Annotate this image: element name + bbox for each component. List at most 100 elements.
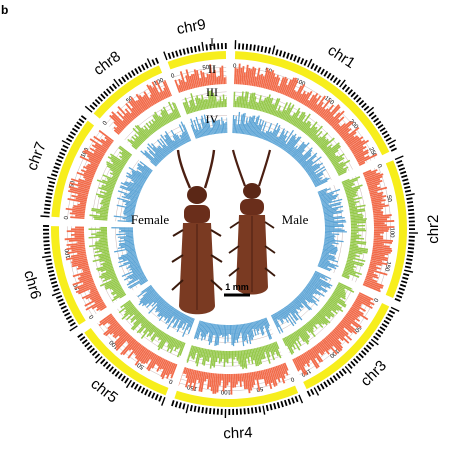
- track-II-bar: [114, 331, 128, 344]
- track-IV-bar: [210, 127, 213, 135]
- track-III-bar: [167, 101, 178, 120]
- tick-mark: [55, 295, 63, 299]
- tick-mark: [78, 118, 85, 124]
- track-III-bar: [350, 213, 363, 217]
- track-III-bar: [350, 243, 357, 246]
- track-III-bar: [312, 316, 324, 329]
- tick-mark: [46, 262, 53, 266]
- track-III-bar: [159, 332, 166, 341]
- track-IV-bar: [214, 119, 218, 134]
- track-III-bar: [106, 191, 113, 195]
- track-III-bar: [255, 102, 259, 111]
- track-IV-bar: [291, 141, 305, 157]
- track-IV-bar: [253, 321, 257, 330]
- track-IV-bar: [139, 278, 148, 285]
- tick-mark: [137, 66, 143, 73]
- track-IV-bar: [292, 300, 302, 311]
- track-III-bar: [253, 101, 257, 110]
- track-gridline: [99, 226, 120, 299]
- track-III-bar: [100, 201, 110, 205]
- track-III-bar: [329, 155, 337, 161]
- track-IV-bar: [289, 302, 299, 314]
- track-III-bar: [97, 265, 113, 272]
- track-IV-bar: [266, 130, 272, 142]
- tick-mark: [287, 398, 292, 405]
- track-II-bar: [140, 350, 151, 364]
- track-IV-bar: [324, 241, 339, 245]
- tick-mark: [291, 397, 295, 404]
- tick-mark: [79, 336, 86, 342]
- track-II-bar: [339, 321, 353, 334]
- track-IV-bar: [322, 206, 332, 210]
- track-II-bar: [114, 332, 129, 346]
- track-II-bar: [373, 211, 384, 214]
- track-III-bar: [160, 116, 167, 125]
- track-II-bar: [363, 281, 381, 290]
- track-IV-bar: [274, 312, 280, 321]
- track-IV-bar: [174, 140, 180, 148]
- chromosome-label-chr2: chr2: [425, 215, 442, 244]
- track-II-bar: [139, 349, 150, 363]
- track-IV-bar: [312, 177, 320, 183]
- track-III-bar: [101, 206, 109, 209]
- track-III-bar: [240, 350, 244, 370]
- tick-mark: [43, 211, 50, 214]
- tick-mark: [399, 170, 407, 175]
- track-IV-bar: [119, 228, 134, 230]
- track-II-bar: [76, 265, 90, 270]
- track-II-bar: [190, 73, 196, 89]
- track-II-bar: [373, 242, 384, 246]
- track-II-bar: [200, 70, 205, 87]
- track-IV-bar: [179, 313, 185, 321]
- track-II-bar: [94, 148, 105, 156]
- track-IV-bar: [138, 290, 156, 306]
- track-IV-bar: [118, 242, 135, 247]
- tick-mark: [256, 45, 260, 52]
- track-III-bar: [262, 345, 266, 353]
- track-IV-bar: [183, 315, 189, 324]
- track-II-bar: [65, 254, 87, 261]
- track-III-bar: [341, 274, 350, 280]
- track-II-bar: [163, 87, 170, 98]
- track-III-bar: [123, 301, 132, 308]
- track-IV-bar: [207, 323, 213, 342]
- track-II-bar: [70, 233, 85, 236]
- tick-mark: [69, 131, 76, 136]
- track-III-bar: [173, 102, 182, 118]
- track-II-bar: [240, 373, 244, 382]
- track-IV-bar: [324, 228, 342, 230]
- track-IV-bar: [154, 153, 163, 161]
- tick-mark: [205, 44, 208, 51]
- track-III-bar: [195, 347, 201, 364]
- track-gridline: [297, 297, 372, 371]
- track-IV-bar: [254, 321, 259, 335]
- track-II-bar: [71, 228, 85, 231]
- track-III-bar: [206, 99, 210, 109]
- track-IV-bar: [232, 115, 235, 134]
- track-II-bar: [189, 369, 196, 388]
- tick-mark: [117, 373, 123, 380]
- track-II-bar: [364, 171, 377, 178]
- track-II-bar: [66, 246, 86, 251]
- track-II-bar: [74, 231, 85, 234]
- track-IV-bar: [194, 320, 200, 338]
- track-III-bar: [171, 112, 176, 120]
- track-IV-bar: [226, 324, 228, 336]
- track-IV-bar: [306, 284, 321, 296]
- tick-mark: [71, 127, 78, 133]
- tick-mark: [201, 41, 205, 51]
- track-IV-bar: [139, 289, 156, 303]
- track-II-bar: [198, 371, 204, 392]
- track-II-bar: [159, 92, 165, 100]
- track-III-bar: [190, 345, 195, 357]
- track-III-bar: [233, 91, 236, 108]
- track-II-bar: [93, 135, 110, 148]
- track-III-bar: [316, 312, 329, 324]
- track-III-bar: [215, 350, 219, 362]
- track-III-bar: [94, 241, 108, 245]
- track-II-bar: [342, 126, 360, 141]
- track-III-bar: [346, 262, 355, 266]
- track-IV-bar: [176, 134, 184, 146]
- track-IV-bar: [280, 309, 288, 318]
- track-IV-bar: [133, 182, 143, 188]
